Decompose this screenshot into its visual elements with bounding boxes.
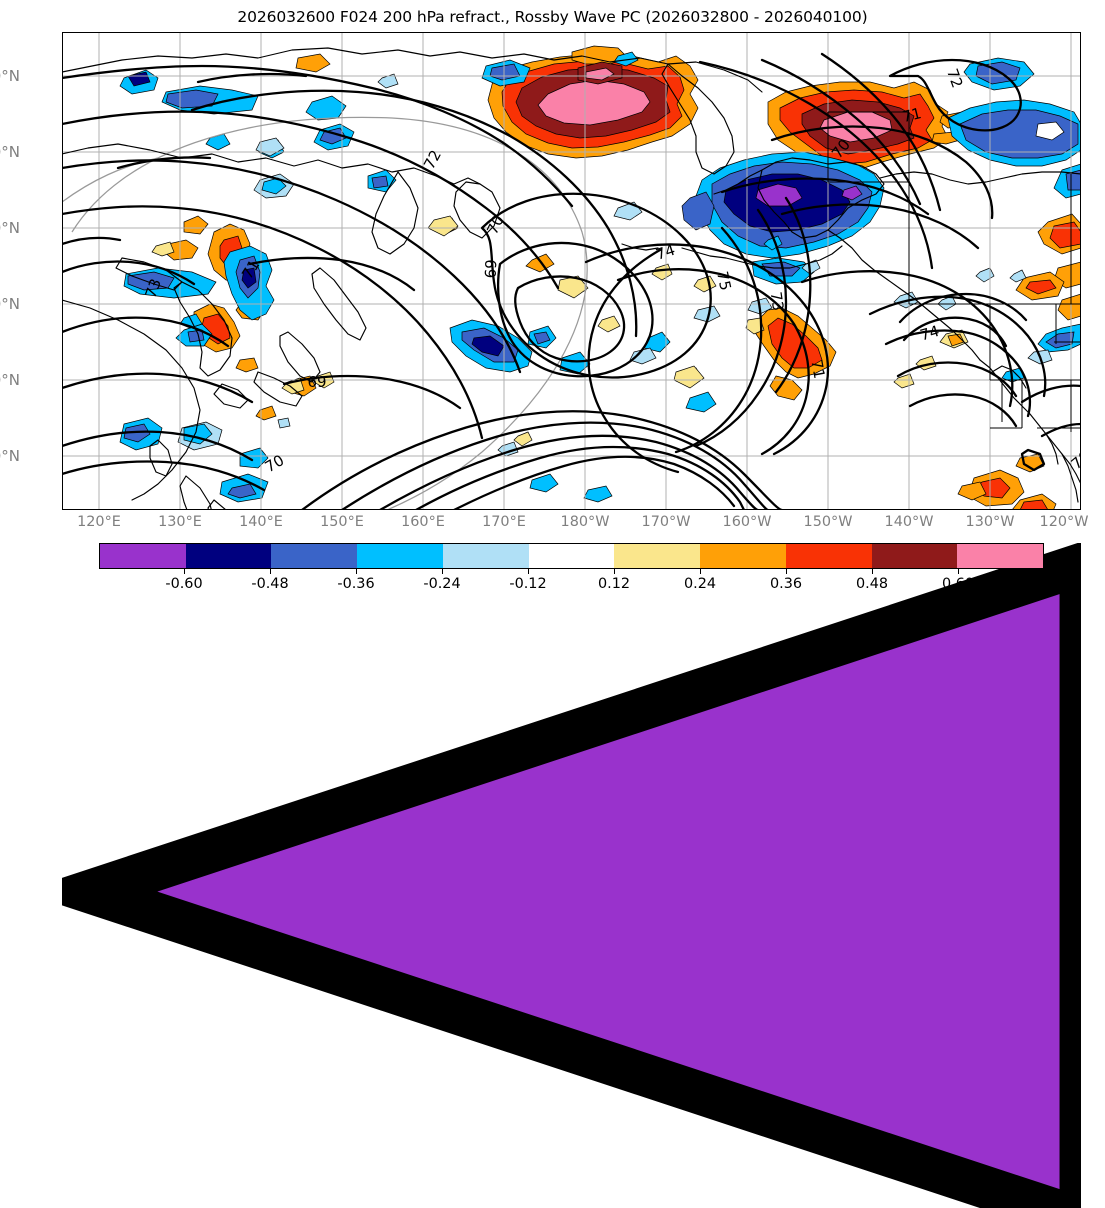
figure-canvas: 2026032600 F024 200 hPa refract., Rossby… [0, 8, 1103, 1208]
contour-lines [62, 52, 1081, 510]
colorbar-tick-label: -0.60 [165, 576, 203, 592]
colorbar-tick [614, 569, 616, 574]
colorbar-cell-orange[interactable] [700, 544, 786, 568]
map-plot[interactable]: 72 72 70 69 69 70 71 74 75 73 71 71 70 7… [62, 32, 1081, 510]
xtick-label-130e: 130°E [158, 514, 202, 530]
colorbar-cell-light-blue[interactable] [442, 544, 529, 568]
colorbar-tick [270, 569, 272, 574]
contour-label: 73 [767, 291, 787, 312]
colorbar-tick-label: 0.48 [855, 576, 889, 592]
page-title: 2026032600 F024 200 hPa refract., Rossby… [237, 8, 868, 26]
colorbar-tick-label: 0.12 [597, 576, 631, 592]
ytick-label-40n: 40°N [0, 295, 20, 313]
colorbar-gradient[interactable] [99, 543, 1044, 569]
colorbar-cell-pale-yellow[interactable] [614, 544, 701, 568]
contour-label: 74 [654, 241, 678, 264]
xtick-label-130w: 130°W [965, 514, 1015, 530]
colorbar[interactable]: -0.60 -0.48 -0.36 -0.24 -0.12 0.12 0.24 … [20, 534, 1103, 1208]
contour-label: 72 [943, 66, 966, 90]
xtick-label-150w: 150°W [803, 514, 853, 530]
colorbar-tick-label: 0.24 [683, 576, 717, 592]
colorbar-tick [872, 569, 874, 574]
colorbar-tick [442, 569, 444, 574]
colorbar-tick [958, 569, 960, 574]
xtick-label-170w: 170°W [641, 514, 691, 530]
ytick-label-70n: 70°N [0, 67, 20, 85]
colorbar-tick-label: -0.24 [423, 576, 461, 592]
colorbar-cell-royal-blue[interactable] [271, 544, 358, 568]
colorbar-cell-deep-sky[interactable] [357, 544, 443, 568]
colorbar-cell-dark-red[interactable] [871, 544, 958, 568]
xtick-label-150e: 150°E [320, 514, 364, 530]
map-gridlines [62, 32, 1081, 510]
colorbar-tick [528, 569, 530, 574]
shade-siberia-warm [487, 45, 699, 159]
colorbar-tick [356, 569, 358, 574]
colorbar-cell-pink[interactable] [957, 544, 1044, 568]
map-canvas[interactable]: 72 72 70 69 69 70 71 74 75 73 71 71 70 7… [62, 32, 1081, 510]
colorbar-cell-orange-red[interactable] [785, 544, 872, 568]
colorbar-tick-label: -0.12 [509, 576, 547, 592]
xtick-label-170e: 170°E [482, 514, 526, 530]
colorbar-tick-label: 0.60 [941, 576, 975, 592]
ytick-label-50n: 50°N [0, 219, 20, 237]
colorbar-tick [786, 569, 788, 574]
contour-label: 71 [807, 358, 828, 380]
contour-label: 74 [918, 322, 941, 345]
ytick-label-30n: 30°N [0, 371, 20, 389]
contour-label: 75 [713, 270, 735, 292]
xtick-label-160w: 160°W [722, 514, 772, 530]
xtick-label-120e: 120°E [77, 514, 121, 530]
contour-label: 71 [900, 104, 923, 126]
colorbar-tick [700, 569, 702, 574]
contour-label: 69 [307, 373, 326, 391]
xtick-label-180w: 180°W [560, 514, 610, 530]
contour-label: 73 [142, 276, 165, 300]
map-svg: 72 72 70 69 69 70 71 74 75 73 71 71 70 7… [62, 32, 1081, 510]
colorbar-tick [184, 569, 186, 574]
shade-subtropics-warm [893, 213, 1081, 510]
colorbar-tick-label: 0.36 [769, 576, 803, 592]
colorbar-cell-white[interactable] [528, 544, 615, 568]
xtick-label-140w: 140°W [884, 514, 934, 530]
contour-label: 69 [482, 259, 501, 279]
colorbar-cell-purple[interactable] [100, 544, 186, 568]
colorbar-tick-label: -0.36 [337, 576, 375, 592]
colorbar-tick-label: -0.48 [251, 576, 289, 592]
colorbar-under-arrow [20, 534, 1103, 1208]
colorbar-cell-navy[interactable] [185, 544, 272, 568]
xtick-label-140e: 140°E [239, 514, 283, 530]
xtick-label-160e: 160°E [401, 514, 445, 530]
xtick-label-120w: 120°W [1039, 514, 1089, 530]
ytick-label-60n: 60°N [0, 143, 20, 161]
ytick-label-20n: 20°N [0, 447, 20, 465]
